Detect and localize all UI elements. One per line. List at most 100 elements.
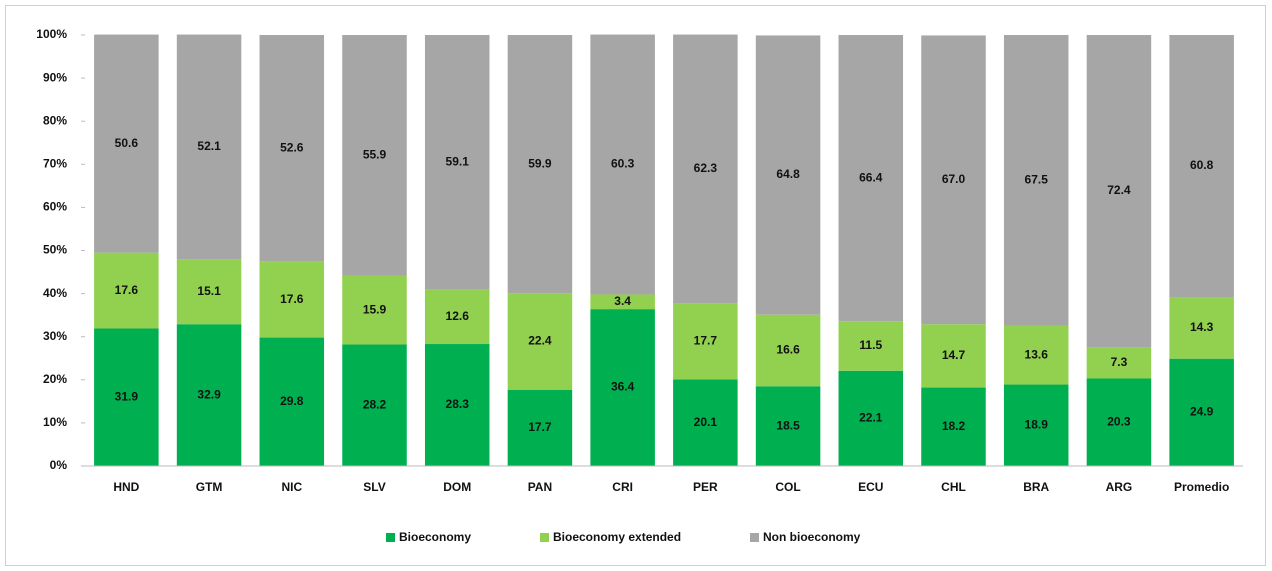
y-tick-label: 20% (43, 372, 67, 386)
y-tick-label: 0% (50, 458, 68, 472)
data-label: 13.6 (1025, 347, 1049, 361)
y-tick-label: 50% (43, 243, 67, 257)
bar-segment (1169, 35, 1234, 298)
bar-segment (342, 35, 407, 276)
x-tick-label: PAN (528, 480, 552, 494)
y-tick-label: 40% (43, 286, 67, 300)
data-label: 31.9 (115, 389, 139, 403)
data-label: 60.3 (611, 157, 635, 171)
x-tick-label: ARG (1106, 480, 1133, 494)
bar-segment (507, 293, 573, 390)
x-tick-label: NIC (281, 480, 302, 494)
data-label: 18.2 (942, 419, 966, 433)
x-tick-label: GTM (196, 480, 223, 494)
y-tick-label: 60% (43, 200, 67, 214)
bar-segment (94, 328, 159, 466)
bar-segment (424, 344, 490, 466)
y-tick-label: 30% (43, 329, 67, 343)
bar-segment (1086, 378, 1152, 466)
data-label: 17.6 (280, 292, 304, 306)
bar-segment (1086, 347, 1152, 379)
data-label: 28.3 (446, 397, 470, 411)
x-tick-label: Promedio (1174, 480, 1229, 494)
data-label: 67.5 (1025, 173, 1049, 187)
data-label: 14.7 (942, 348, 966, 362)
bar-segment (838, 370, 904, 466)
bar-segment (259, 35, 325, 262)
bar-segment (755, 314, 821, 387)
bar-segment (507, 389, 573, 466)
bar-segment (755, 35, 821, 315)
bar-segment (259, 337, 325, 466)
x-tick-label: ECU (858, 480, 883, 494)
bar-segment (342, 275, 407, 345)
bar-segment (1003, 325, 1069, 385)
data-label: 62.3 (694, 161, 718, 175)
bar-segment (94, 252, 159, 329)
data-label: 22.1 (859, 411, 883, 425)
legend-swatch (540, 533, 549, 542)
x-tick-label: CRI (612, 480, 633, 494)
legend-label: Bioeconomy (399, 530, 471, 544)
data-label: 67.0 (942, 172, 966, 186)
data-label: 20.1 (694, 415, 718, 429)
bar-segment (590, 294, 655, 310)
bar-segment (424, 289, 490, 345)
bar-segment (176, 324, 242, 466)
x-tick-label: PER (693, 480, 718, 494)
data-label: 20.3 (1107, 414, 1131, 428)
y-tick-label: 10% (43, 415, 67, 429)
data-label: 17.7 (528, 420, 552, 434)
bar-segment (507, 35, 573, 294)
bar-segment (259, 261, 325, 338)
legend-swatch (386, 533, 395, 542)
y-tick-label: 100% (36, 27, 67, 41)
data-label: 64.8 (776, 167, 800, 181)
data-label: 66.4 (859, 170, 883, 184)
data-label: 29.8 (280, 394, 304, 408)
data-label: 18.9 (1025, 417, 1049, 431)
bar-segment (1003, 35, 1069, 326)
legend-swatch (750, 533, 759, 542)
bar-segment (590, 34, 655, 295)
data-label: 18.5 (776, 418, 800, 432)
x-tick-label: COL (775, 480, 800, 494)
data-label: 17.7 (694, 333, 718, 347)
bar-segment (838, 35, 904, 322)
data-label: 52.6 (280, 141, 304, 155)
bar-segment (424, 35, 490, 290)
y-tick-label: 90% (43, 70, 67, 84)
data-label: 11.5 (859, 338, 882, 352)
bar-segment (176, 259, 242, 325)
bar-segment (1086, 35, 1152, 348)
bar-segment (838, 321, 904, 371)
data-label: 52.1 (197, 139, 221, 153)
data-label: 59.9 (528, 156, 552, 170)
bar-segment (921, 35, 986, 325)
data-label: 72.4 (1107, 183, 1131, 197)
x-tick-label: HND (113, 480, 139, 494)
bar-segment (176, 34, 242, 260)
bar-segment (673, 34, 738, 304)
data-label: 28.2 (363, 397, 387, 411)
bar-segment (921, 324, 986, 388)
bar-segment (755, 386, 821, 466)
x-tick-label: CHL (941, 480, 966, 494)
data-label: 32.9 (197, 387, 221, 401)
data-label: 14.3 (1190, 320, 1214, 334)
data-label: 50.6 (115, 136, 139, 150)
bar-segment (342, 344, 407, 466)
data-label: 36.4 (611, 380, 635, 394)
data-label: 60.8 (1190, 158, 1214, 172)
bar-segment (673, 303, 738, 380)
bar-segment (1169, 297, 1234, 359)
legend-label: Bioeconomy extended (553, 530, 681, 544)
y-tick-label: 80% (43, 113, 67, 127)
bar-segment (590, 309, 655, 466)
y-tick-label: 70% (43, 156, 67, 170)
bar-segment (1003, 384, 1069, 466)
bar-segment (94, 34, 159, 253)
bar-segment (673, 379, 738, 466)
data-label: 15.9 (363, 302, 387, 316)
data-label: 59.1 (446, 155, 470, 169)
